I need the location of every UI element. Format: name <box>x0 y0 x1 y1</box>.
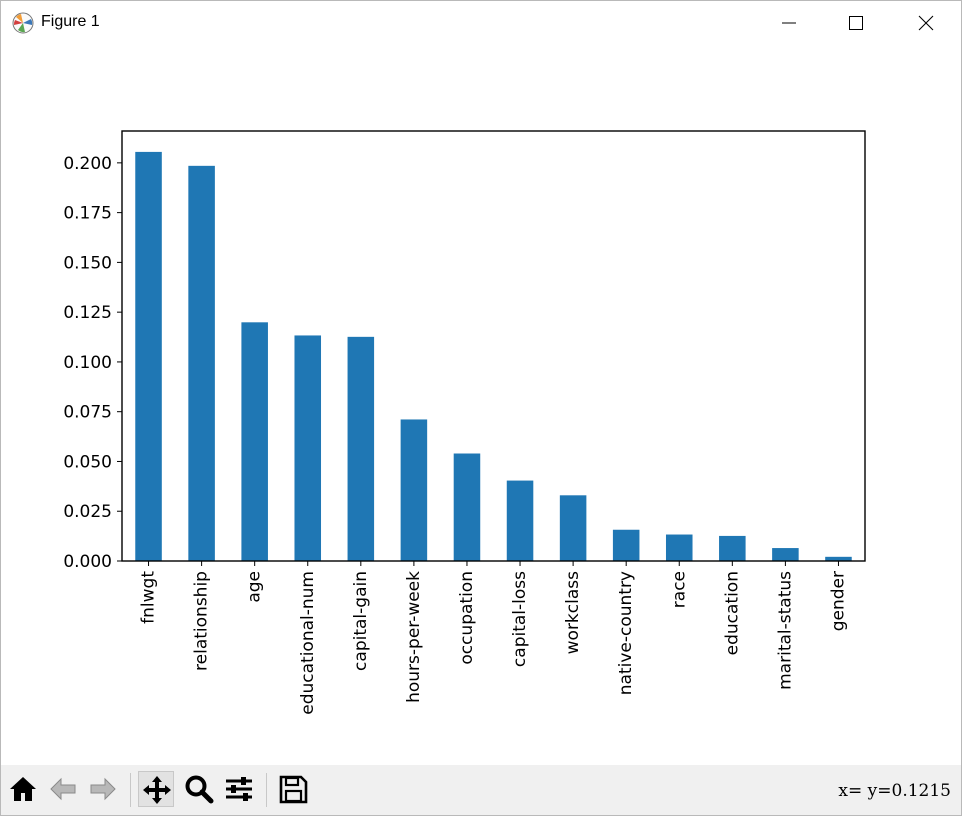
bar-occupation <box>453 453 481 561</box>
title-bar[interactable]: Figure 1 <box>1 1 961 45</box>
bar-gender <box>825 556 852 561</box>
y-tick-label: 0.075 <box>63 403 112 423</box>
y-tick-label: 0.175 <box>63 204 112 224</box>
x-tick-label-race: race <box>669 571 689 608</box>
window-title: Figure 1 <box>41 13 100 30</box>
x-tick-label-education: education <box>722 571 742 655</box>
x-tick-label-hours-per-week: hours-per-week <box>404 571 424 703</box>
home-icon <box>10 777 36 801</box>
zoom-button[interactable] <box>181 771 217 807</box>
y-tick-label: 0.025 <box>63 502 112 522</box>
x-tick-label-gender: gender <box>828 571 848 631</box>
toolbar-separator <box>130 773 131 807</box>
y-tick-label: 0.000 <box>63 552 112 572</box>
bar-hours-per-week <box>400 419 428 561</box>
bar-capital-loss <box>506 480 534 561</box>
save-button[interactable] <box>275 771 311 807</box>
pan-icon <box>143 776 171 804</box>
cursor-coordinates: x= y=0.1215 <box>838 781 951 801</box>
back-arrow-icon <box>50 777 76 801</box>
bar-age <box>241 322 268 561</box>
bar-native-country <box>612 529 640 561</box>
maximize-icon <box>849 16 863 30</box>
y-tick-label: 0.150 <box>63 253 112 273</box>
back-button[interactable] <box>45 771 81 807</box>
x-tick-label-fnlwgt: fnlwgt <box>139 571 159 624</box>
x-tick-label-marital-status: marital-status <box>775 571 795 690</box>
bar-capital-gain <box>347 336 375 561</box>
x-tick-label-occupation: occupation <box>457 571 477 665</box>
forward-button[interactable] <box>85 771 121 807</box>
x-tick-label-relationship: relationship <box>192 571 212 671</box>
x-tick-label-native-country: native-country <box>616 571 636 695</box>
bar-workclass <box>559 495 587 561</box>
forward-arrow-icon <box>90 777 116 801</box>
bar-marital-status <box>772 548 799 561</box>
y-tick-label: 0.200 <box>63 154 112 174</box>
toolbar-separator <box>266 773 267 807</box>
bar-educational-num <box>294 335 322 561</box>
x-tick-label-educational-num: educational-num <box>298 571 318 715</box>
y-tick-label: 0.125 <box>63 303 112 323</box>
axes-frame <box>121 130 866 562</box>
bar-chart: 0.000 0.025 0.050 0.075 0.100 0.125 0.150 0.175… <box>63 130 866 715</box>
x-tick-label-capital-loss: capital-loss <box>510 571 530 667</box>
plot-canvas[interactable]: 0.000 0.025 0.050 0.075 0.100 0.125 0.150 0.175… <box>1 45 961 765</box>
bar-race <box>665 534 693 561</box>
close-button[interactable] <box>891 1 961 45</box>
minimize-button[interactable] <box>754 1 824 45</box>
configure-subplots-icon <box>226 777 252 801</box>
bar-education <box>719 535 746 561</box>
zoom-icon <box>185 775 214 804</box>
bar-fnlwgt <box>135 151 162 561</box>
y-tick-label: 0.100 <box>63 353 112 373</box>
x-tick-label-age: age <box>245 571 265 603</box>
pan-button[interactable] <box>138 771 174 807</box>
x-tick-label-workclass: workclass <box>563 571 583 654</box>
close-icon <box>918 15 934 31</box>
navigation-toolbar: x= y=0.1215 <box>1 765 961 815</box>
matplotlib-app-icon <box>12 12 34 34</box>
y-tick-label: 0.050 <box>63 452 112 472</box>
bar-relationship <box>188 165 215 561</box>
save-icon <box>279 775 308 804</box>
home-button[interactable] <box>5 771 41 807</box>
minimize-icon <box>782 22 796 24</box>
configure-subplots-button[interactable] <box>221 771 257 807</box>
maximize-button[interactable] <box>821 1 891 45</box>
x-tick-label-capital-gain: capital-gain <box>351 571 371 671</box>
